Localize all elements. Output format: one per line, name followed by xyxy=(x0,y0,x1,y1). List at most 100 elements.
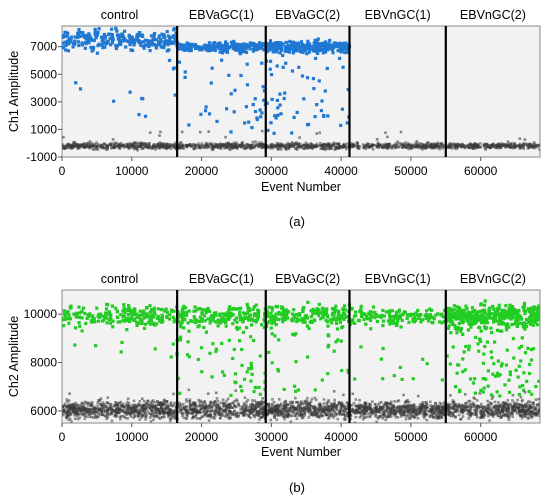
negative-point xyxy=(129,144,132,148)
positive-point xyxy=(152,306,156,310)
positive-point xyxy=(93,320,97,324)
negative-point xyxy=(538,414,540,418)
positive-point xyxy=(204,44,208,48)
negative-point xyxy=(534,398,538,401)
positive-point xyxy=(206,317,210,321)
positive-point xyxy=(268,43,272,47)
positive-point xyxy=(227,306,231,310)
positive-point xyxy=(307,50,311,54)
negative-point xyxy=(483,142,487,146)
positive-rain-point xyxy=(173,93,177,97)
positive-point xyxy=(108,316,113,320)
positive-rain-point xyxy=(95,51,99,55)
positive-point xyxy=(447,306,452,310)
negative-point xyxy=(469,414,472,418)
positive-point xyxy=(195,44,199,49)
negative-point xyxy=(127,145,130,148)
positive-rain-point xyxy=(80,329,84,333)
positive-rain-point xyxy=(244,105,248,109)
positive-point xyxy=(277,310,281,315)
positive-point xyxy=(84,321,88,326)
negative-point xyxy=(435,414,439,417)
positive-point xyxy=(250,317,254,321)
negative-point xyxy=(213,142,216,146)
positive-point xyxy=(111,325,115,329)
positive-rain-point xyxy=(78,87,83,91)
positive-point xyxy=(326,320,330,324)
negative-point xyxy=(420,146,424,150)
negative-point xyxy=(297,414,301,418)
negative-point xyxy=(105,148,108,151)
negative-point xyxy=(327,147,330,150)
positive-point xyxy=(62,309,66,313)
negative-point xyxy=(75,414,79,418)
positive-point xyxy=(346,315,350,319)
positive-point xyxy=(199,319,204,323)
positive-point xyxy=(185,310,189,314)
positive-point xyxy=(248,47,252,51)
positive-point xyxy=(479,317,483,321)
positive-point xyxy=(133,309,137,313)
positive-rain-point xyxy=(445,354,449,358)
negative-point xyxy=(356,144,359,147)
positive-point xyxy=(483,320,487,325)
negative-point xyxy=(452,143,455,146)
positive-rain-point xyxy=(273,114,277,118)
positive-point xyxy=(517,316,521,320)
positive-point xyxy=(288,47,292,51)
positive-rain-point xyxy=(455,327,459,331)
negative-point xyxy=(407,147,410,151)
positive-rain-point xyxy=(178,391,182,395)
negative-point xyxy=(62,146,64,150)
positive-rain-point xyxy=(214,349,218,353)
positive-point xyxy=(492,313,496,317)
negative-point xyxy=(457,404,461,407)
negative-point xyxy=(295,417,299,420)
negative-point xyxy=(198,409,202,412)
negative-point xyxy=(65,146,68,150)
negative-point xyxy=(418,142,421,145)
positive-point xyxy=(321,48,326,52)
positive-point xyxy=(516,322,520,326)
negative-point xyxy=(461,145,465,148)
negative-point xyxy=(338,144,341,148)
positive-point xyxy=(127,318,131,322)
negative-point xyxy=(457,402,461,406)
positive-point xyxy=(62,45,66,49)
positive-rain-point xyxy=(340,369,344,373)
positive-rain-point xyxy=(529,348,533,352)
positive-rain-point xyxy=(498,394,502,398)
positive-point xyxy=(382,314,386,318)
positive-rain-point xyxy=(320,99,324,103)
negative-point xyxy=(138,142,142,146)
negative-point xyxy=(152,143,156,146)
positive-rain-point xyxy=(519,359,523,363)
positive-point xyxy=(171,41,175,45)
positive-rain-point xyxy=(489,350,493,354)
negative-point xyxy=(62,413,65,417)
positive-point xyxy=(99,35,104,39)
positive-point xyxy=(235,42,239,47)
negative-point xyxy=(200,146,203,150)
negative-point xyxy=(207,419,211,422)
negative-point xyxy=(298,142,302,146)
positive-rain-point xyxy=(335,327,340,331)
negative-point xyxy=(238,404,241,408)
negative-point xyxy=(456,145,459,148)
negative-point xyxy=(216,146,220,149)
positive-rain-point xyxy=(517,393,521,397)
positive-point xyxy=(231,322,235,326)
negative-point xyxy=(416,408,419,411)
positive-point xyxy=(209,44,213,48)
negative-point xyxy=(287,143,291,146)
negative-point xyxy=(257,410,261,413)
positive-rain-point xyxy=(143,114,148,118)
negative-point xyxy=(295,148,299,151)
positive-point xyxy=(309,45,314,49)
negative-point xyxy=(85,144,88,147)
positive-point xyxy=(416,313,420,317)
negative-point xyxy=(363,144,367,147)
negative-point xyxy=(102,146,105,150)
negative-point xyxy=(440,402,443,406)
positive-rain-point xyxy=(290,69,294,73)
